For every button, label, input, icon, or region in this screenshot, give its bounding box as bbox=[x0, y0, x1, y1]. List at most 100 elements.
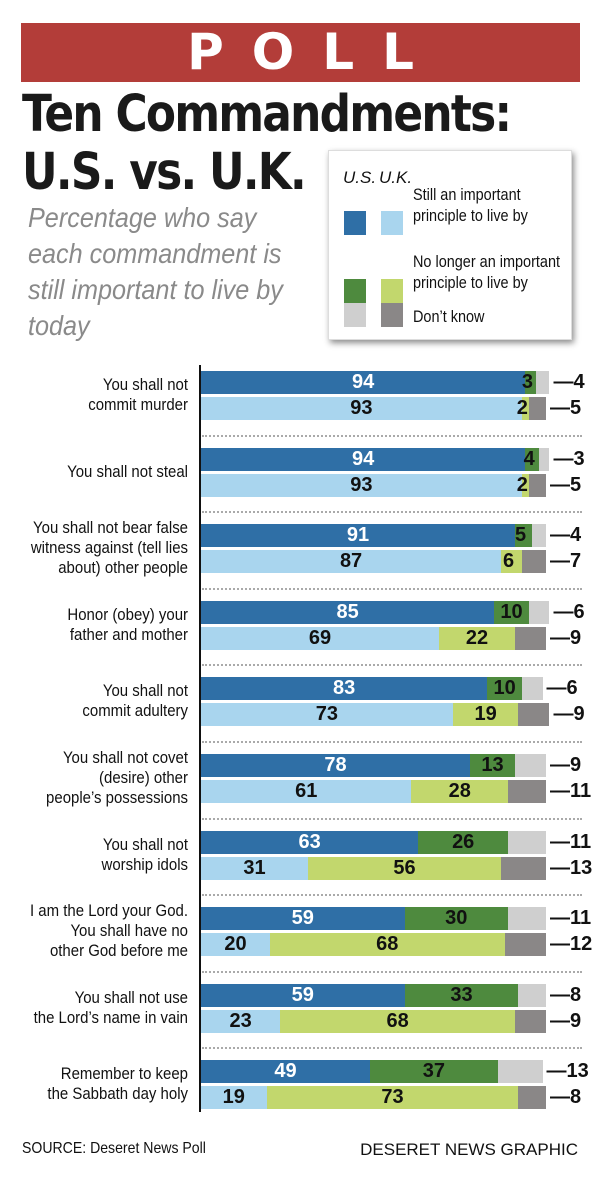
us-dont-know-label: —4 bbox=[550, 524, 582, 547]
uk-bar-no-longer bbox=[521, 397, 529, 420]
uk-bar-important bbox=[201, 856, 308, 880]
us-bar-dont-know bbox=[528, 600, 550, 624]
us-bar-no-longer bbox=[494, 600, 529, 624]
uk-bar-important bbox=[201, 473, 522, 497]
us-bar-important bbox=[201, 1060, 371, 1084]
uk-value-label: 2 bbox=[516, 397, 528, 419]
uk-value-label: 6 bbox=[502, 550, 515, 573]
uk-dont-know-label: —5 bbox=[550, 473, 582, 496]
us-value-label: 30 bbox=[445, 907, 468, 930]
us-value-label: 3 bbox=[521, 371, 534, 393]
legend-label-dont-know: Don’t know bbox=[413, 307, 485, 326]
us-dont-know-label: —4 bbox=[553, 371, 585, 393]
row-label: You shall not worship idols bbox=[101, 834, 188, 874]
us-value-label: 83 bbox=[333, 677, 356, 700]
uk-bar-dont-know bbox=[501, 856, 546, 880]
source-note: SOURCE: Deseret News Poll bbox=[22, 1140, 206, 1157]
row-label: You shall not covet (desire) other people’… bbox=[46, 748, 189, 807]
us-bar-no-longer bbox=[525, 371, 536, 394]
us-bar-important bbox=[201, 371, 526, 394]
us-bar-no-longer bbox=[370, 1060, 498, 1084]
uk-bar-no-longer bbox=[452, 703, 519, 727]
uk-bar-important bbox=[201, 703, 453, 727]
us-bar-important bbox=[201, 983, 405, 1007]
us-dont-know-label: —8 bbox=[550, 983, 582, 1006]
uk-value-label: 20 bbox=[224, 933, 247, 956]
uk-bar-dont-know bbox=[518, 703, 550, 727]
legend-swatch-us-dont-know bbox=[344, 303, 366, 327]
row-label: Honor (obey) your father and mother bbox=[67, 604, 188, 644]
uk-bar-dont-know bbox=[518, 1086, 546, 1110]
us-value-label: 37 bbox=[422, 1060, 445, 1083]
uk-bar-important bbox=[201, 933, 270, 957]
row-label: Remember to keep the Sabbath day holy bbox=[47, 1064, 189, 1104]
uk-value-label: 61 bbox=[295, 780, 318, 802]
uk-value-label: 56 bbox=[393, 856, 416, 879]
uk-value-label: 22 bbox=[465, 626, 489, 649]
uk-dont-know-label: —9 bbox=[553, 703, 585, 726]
us-value-label: 33 bbox=[450, 983, 473, 1006]
uk-value-label: 69 bbox=[308, 626, 332, 649]
us-bar-important bbox=[201, 600, 495, 624]
us-value-label: 10 bbox=[493, 677, 516, 700]
uk-value-label: 2 bbox=[516, 473, 528, 496]
uk-dont-know-label: —13 bbox=[550, 856, 593, 879]
legend-swatch-uk-important bbox=[381, 211, 403, 235]
us-bar-dont-know bbox=[521, 677, 543, 701]
uk-dont-know-label: —9 bbox=[550, 1009, 582, 1032]
uk-value-label: 23 bbox=[229, 1009, 252, 1032]
us-bar-important bbox=[201, 907, 405, 931]
row-label: You shall not commit adultery bbox=[82, 681, 188, 721]
chart-subtitle: Percentage who say each commandment is s… bbox=[28, 202, 283, 341]
us-bar-no-longer bbox=[404, 983, 519, 1007]
us-bar-dont-know bbox=[497, 1060, 543, 1084]
uk-bar-important bbox=[201, 397, 522, 420]
title-line-1: Ten Commandments: bbox=[22, 85, 512, 144]
uk-bar-no-longer bbox=[307, 856, 502, 880]
uk-dont-know-label: —7 bbox=[550, 550, 582, 573]
us-bar-dont-know bbox=[508, 907, 546, 931]
us-bar-no-longer bbox=[514, 524, 533, 548]
us-value-label: 78 bbox=[324, 754, 347, 776]
us-dont-know-label: —11 bbox=[550, 830, 592, 853]
uk-bar-dont-know bbox=[514, 1009, 546, 1033]
uk-dont-know-label: —11 bbox=[550, 780, 592, 802]
row-separator bbox=[202, 1047, 582, 1050]
us-bar-important bbox=[201, 830, 419, 854]
legend-swatch-us-important bbox=[344, 211, 366, 235]
legend: U.S. U.K. Still an important principle to… bbox=[328, 150, 572, 340]
uk-value-label: 68 bbox=[376, 933, 399, 956]
us-value-label: 94 bbox=[352, 447, 375, 470]
us-value-label: 85 bbox=[336, 600, 359, 623]
uk-bar-dont-know bbox=[528, 397, 546, 420]
uk-bar-no-longer bbox=[411, 780, 509, 803]
legend-swatch-uk-no-longer bbox=[381, 279, 403, 303]
us-bar-dont-know bbox=[514, 754, 546, 777]
us-value-label: 49 bbox=[274, 1060, 297, 1083]
us-bar-dont-know bbox=[535, 371, 550, 394]
us-value-label: 63 bbox=[298, 830, 321, 853]
uk-dont-know-label: —12 bbox=[550, 933, 593, 956]
uk-value-label: 28 bbox=[448, 780, 471, 802]
us-bar-no-longer bbox=[487, 677, 522, 701]
uk-dont-know-label: —8 bbox=[550, 1086, 582, 1109]
uk-bar-dont-know bbox=[508, 780, 546, 803]
uk-bar-dont-know bbox=[514, 626, 546, 650]
title-line-2: U.S. vs. U.K. bbox=[22, 143, 307, 202]
us-dont-know-label: —9 bbox=[550, 754, 582, 776]
row-separator bbox=[202, 894, 582, 897]
poll-banner: POLL bbox=[21, 23, 580, 82]
us-dont-know-label: —3 bbox=[553, 447, 585, 470]
us-value-label: 10 bbox=[500, 600, 523, 623]
uk-value-label: 93 bbox=[350, 397, 373, 419]
us-bar-no-longer bbox=[418, 830, 509, 854]
legend-us-header: U.S. bbox=[343, 168, 377, 187]
uk-value-label: 19 bbox=[222, 1086, 245, 1109]
uk-value-label: 73 bbox=[381, 1086, 404, 1109]
legend-swatch-uk-dont-know bbox=[381, 303, 403, 327]
us-bar-important bbox=[201, 447, 526, 471]
us-value-label: 13 bbox=[481, 754, 504, 776]
uk-bar-important bbox=[201, 550, 502, 574]
row-separator bbox=[202, 511, 582, 514]
